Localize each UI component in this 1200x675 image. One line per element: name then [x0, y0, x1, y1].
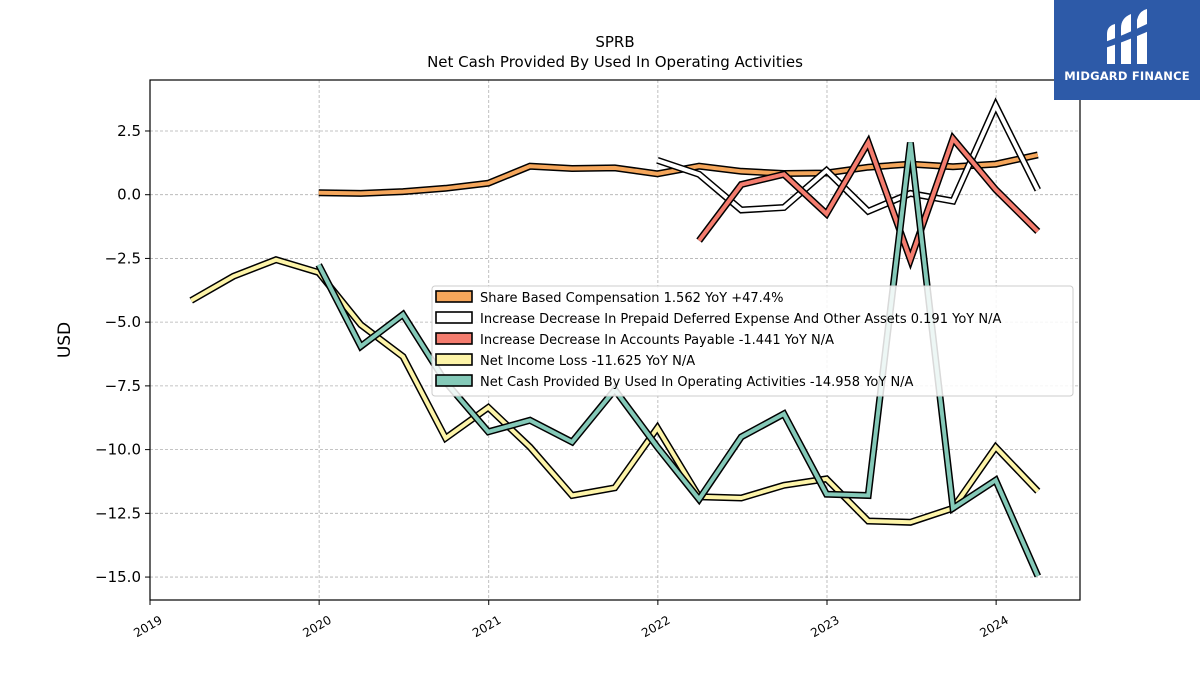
legend-swatch-1 [435, 311, 473, 324]
series-line-1 [656, 97, 1041, 216]
legend: Share Based Compensation 1.562 YoY +47.4… [431, 285, 1074, 397]
legend-swatch-2 [435, 332, 473, 345]
logo-mark-icon [1105, 9, 1151, 64]
series-core [656, 100, 1040, 214]
series-line-0 [318, 151, 1039, 197]
x-tick-label: 2019 [131, 613, 164, 640]
plot-frame [149, 79, 1081, 601]
y-tick-label: −15.0 [95, 568, 141, 586]
chart-title: SPRB [595, 33, 634, 51]
y-tick-label: −10.0 [95, 441, 141, 459]
legend-swatch-0 [435, 290, 473, 303]
legend-swatch-3 [435, 353, 473, 366]
y-tick-label: −7.5 [105, 377, 141, 395]
y-tick-label: 2.5 [117, 122, 141, 140]
y-tick-label: 0.0 [117, 186, 141, 204]
y-axis-label: USD [55, 322, 75, 358]
x-tick-label: 2022 [639, 613, 672, 640]
y-tick-label: −12.5 [95, 504, 141, 522]
y-tick-label: −5.0 [105, 313, 141, 331]
series-outline [696, 131, 1041, 271]
legend-label-1: Increase Decrease In Prepaid Deferred Ex… [480, 312, 1001, 327]
series-outline [656, 97, 1041, 216]
x-tick-label: 2023 [808, 613, 841, 640]
chart-subtitle: Net Cash Provided By Used In Operating A… [427, 53, 803, 71]
legend-label-2: Increase Decrease In Accounts Payable -1… [480, 333, 834, 348]
series-line-2 [696, 131, 1041, 271]
x-tick-label: 2024 [977, 613, 1010, 640]
series-outline [318, 151, 1039, 197]
series-core [697, 134, 1040, 266]
logo-text: MIDGARD FINANCE [1064, 69, 1190, 83]
y-tick-label: −2.5 [105, 249, 141, 267]
legend-label-4: Net Cash Provided By Used In Operating A… [480, 375, 914, 390]
legend-swatch-4 [435, 374, 473, 387]
legend-box [431, 285, 1074, 397]
legend-label-3: Net Income Loss -11.625 YoY N/A [480, 354, 695, 369]
brand-logo: MIDGARD FINANCE [1054, 0, 1200, 100]
x-tick-label: 2020 [300, 613, 333, 640]
legend-label-0: Share Based Compensation 1.562 YoY +47.4… [480, 291, 783, 306]
x-tick-label: 2021 [470, 613, 503, 640]
